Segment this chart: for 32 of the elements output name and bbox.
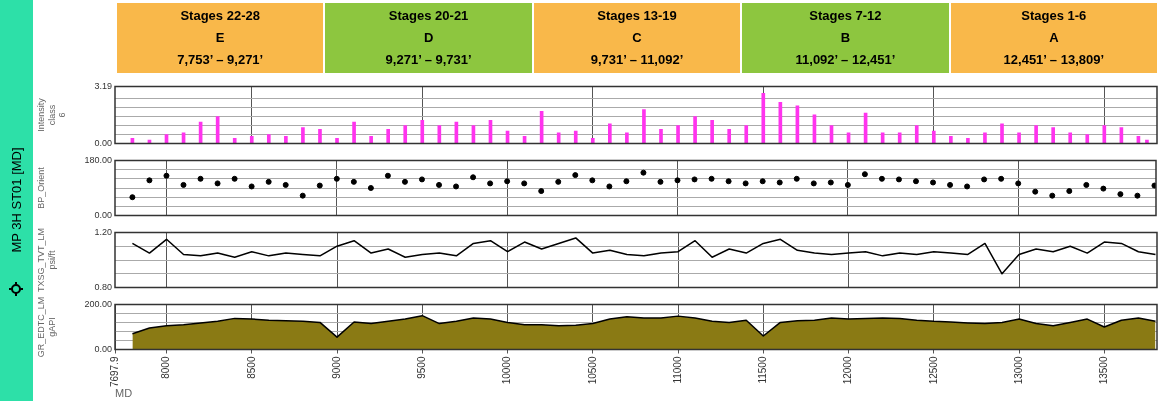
y-tick-label: 1.20 bbox=[94, 226, 112, 237]
text: Stages 20-21 D 9,271’ – 9,731’ bbox=[324, 2, 533, 74]
x-tick-label: 12500 bbox=[927, 356, 939, 385]
x-tick-label: 12000 bbox=[842, 356, 854, 385]
x-tick-label: 11500 bbox=[757, 356, 769, 384]
x-tick-label: 7697.9 bbox=[108, 356, 120, 388]
y-tick-label: 0.00 bbox=[94, 210, 112, 221]
x-tick-label: 8500 bbox=[245, 356, 257, 379]
x-tick-label: 13000 bbox=[1012, 356, 1024, 385]
x-axis-title: MD bbox=[115, 387, 133, 400]
x-tick-label: 8000 bbox=[160, 356, 172, 379]
y-tick-label: 0.80 bbox=[94, 282, 112, 293]
y-axis-title: Intensity class 6 bbox=[35, 97, 68, 132]
y-axis-title: BP_Orient bbox=[35, 166, 46, 209]
x-tick-label: 9500 bbox=[416, 356, 428, 379]
text: Stages 7-12 B 11,092’ – 12,451’ bbox=[741, 2, 950, 74]
x-tick-label: 9000 bbox=[330, 356, 342, 379]
y-tick-label: 0.00 bbox=[94, 343, 112, 354]
text: Stages 1-6 A 12,451’ – 13,809’ bbox=[949, 2, 1159, 74]
y-tick-label: 200.00 bbox=[84, 298, 112, 309]
text: MP 3H ST01 [MD] bbox=[8, 147, 24, 253]
text: Stages 13-19 C 9,731’ – 11,092’ bbox=[532, 2, 742, 74]
y-tick-label: 180.00 bbox=[84, 154, 112, 165]
y-axis-title: GR_EDTC_LM gAPI bbox=[35, 296, 57, 358]
y-tick-label: 0.00 bbox=[94, 138, 112, 149]
y-axis-title: TXSG_TVT_LM psi/ft bbox=[35, 227, 57, 293]
x-tick-label: 10000 bbox=[501, 356, 513, 385]
y-tick-label: 3.19 bbox=[94, 80, 112, 91]
text: Stages 22-28 E 7,753’ – 9,271’ bbox=[116, 2, 325, 74]
x-tick-label: 13500 bbox=[1098, 356, 1110, 385]
x-tick-label: 10500 bbox=[586, 356, 598, 385]
x-tick-label: 11000 bbox=[671, 356, 683, 384]
